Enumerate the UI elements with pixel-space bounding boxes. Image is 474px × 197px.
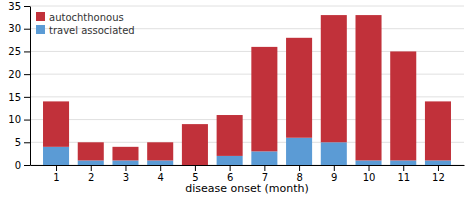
bar — [356, 15, 382, 160]
tick-label: 10 — [8, 114, 21, 125]
tick: 4 — [158, 165, 164, 183]
tick-mark — [24, 29, 30, 30]
bar — [78, 142, 104, 160]
bar — [321, 142, 347, 165]
tick: 5 — [192, 165, 198, 183]
bars — [43, 15, 451, 165]
tick-mark — [24, 120, 30, 121]
plot: 12345678910111205101520253035autochthono… — [8, 1, 464, 183]
bar — [112, 160, 138, 165]
tick-mark — [438, 165, 439, 171]
tick-label: 9 — [331, 172, 337, 183]
tick-label: 11 — [397, 172, 410, 183]
tick: 10 — [8, 114, 30, 125]
tick: 7 — [262, 165, 268, 183]
bar — [425, 160, 451, 165]
tick: 6 — [227, 165, 233, 183]
tick: 12 — [432, 165, 445, 183]
tick-mark — [160, 165, 161, 171]
bar — [147, 160, 173, 165]
x-axis-label: disease onset (month) — [185, 182, 309, 195]
legend: autochthonous travel associated — [36, 12, 135, 36]
tick-mark — [403, 165, 404, 171]
tick: 5 — [15, 137, 30, 148]
tick-mark — [334, 165, 335, 171]
tick: 10 — [363, 165, 376, 183]
axis-line — [30, 7, 31, 166]
tick: 20 — [8, 69, 30, 80]
tick-mark — [24, 165, 30, 166]
tick: 9 — [331, 165, 337, 183]
bar-series — [43, 138, 451, 165]
tick-label: 30 — [8, 23, 21, 34]
tick: 11 — [397, 165, 410, 183]
bar — [43, 147, 69, 165]
tick-mark — [24, 6, 30, 7]
tick-label: 2 — [88, 172, 94, 183]
tick-label: 4 — [158, 172, 164, 183]
legend-label: autochthonous — [49, 12, 124, 23]
tick: 1 — [53, 165, 59, 183]
bar — [251, 151, 277, 165]
tick-mark — [91, 165, 92, 171]
x-axis: 123456789101112 — [31, 165, 465, 183]
tick: 15 — [8, 92, 30, 103]
tick-label: 0 — [15, 160, 21, 171]
tick-label: 35 — [8, 1, 21, 12]
bar — [356, 160, 382, 165]
tick-mark — [125, 165, 126, 171]
bar — [78, 160, 104, 165]
tick-label: 25 — [8, 46, 21, 57]
tick-mark — [24, 142, 30, 143]
tick-mark — [195, 165, 196, 171]
tick-mark — [24, 97, 30, 98]
bar — [286, 138, 312, 165]
tick: 25 — [8, 46, 30, 57]
tick-label: 15 — [8, 92, 21, 103]
bar — [182, 124, 208, 165]
tick-mark — [264, 165, 265, 171]
bar-series — [43, 15, 451, 165]
tick: 2 — [88, 165, 94, 183]
grid-line — [30, 6, 464, 7]
tick-label: 3 — [123, 172, 129, 183]
bar — [217, 115, 243, 156]
tick: 0 — [15, 160, 30, 171]
legend-label: travel associated — [49, 25, 135, 36]
tick-label: 12 — [432, 172, 445, 183]
tick-mark — [24, 51, 30, 52]
y-axis: 0 5 10 15 20 25 30 35 — [8, 1, 30, 171]
bar — [217, 156, 243, 165]
bar — [251, 47, 277, 151]
bar — [43, 101, 69, 146]
bar — [112, 147, 138, 161]
tick-label: 20 — [8, 69, 21, 80]
tick-mark — [299, 165, 300, 171]
bar — [390, 51, 416, 160]
tick: 8 — [296, 165, 302, 183]
axis-line — [31, 165, 465, 166]
tick-label: 10 — [363, 172, 376, 183]
bar — [425, 101, 451, 160]
legend-item: autochthonous — [36, 12, 124, 23]
chart: 12345678910111205101520253035autochthono… — [0, 0, 474, 197]
legend-swatch — [36, 12, 45, 21]
tick-label: 1 — [53, 172, 59, 183]
tick: 3 — [123, 165, 129, 183]
legend-item: travel associated — [36, 25, 135, 36]
tick-mark — [369, 165, 370, 171]
grid — [30, 6, 464, 165]
bar — [321, 15, 347, 142]
bar — [286, 38, 312, 138]
tick-label: 5 — [15, 137, 21, 148]
legend-swatch — [36, 25, 45, 34]
bar — [147, 142, 173, 160]
tick-mark — [56, 165, 57, 171]
tick: 35 — [8, 1, 30, 12]
bar — [390, 160, 416, 165]
tick: 30 — [8, 23, 30, 34]
tick-mark — [230, 165, 231, 171]
tick-mark — [24, 74, 30, 75]
